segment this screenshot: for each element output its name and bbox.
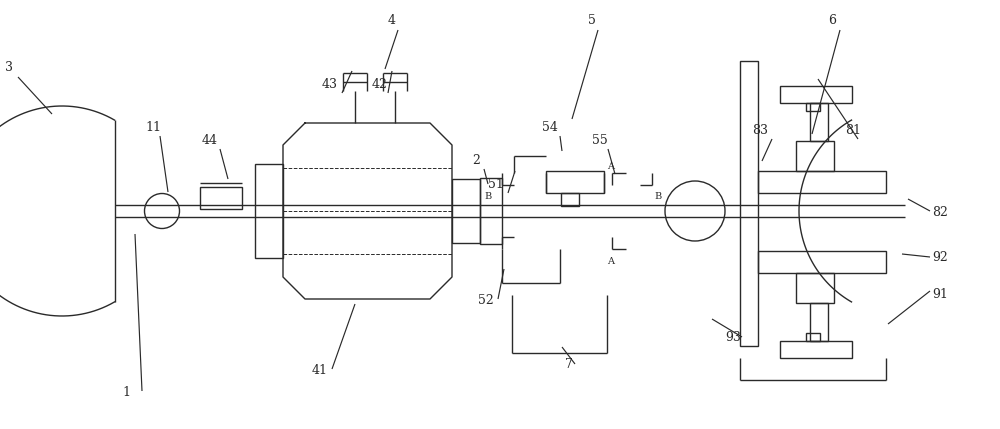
Text: 6: 6 (828, 14, 836, 27)
Bar (546, 171, 604, 193)
Text: A: A (607, 257, 614, 266)
Bar (200, 187, 242, 209)
Text: 1: 1 (122, 386, 130, 399)
Text: 92: 92 (932, 251, 948, 264)
Text: 4: 4 (388, 14, 396, 27)
Bar (758, 251, 886, 273)
Text: B: B (654, 192, 661, 201)
Bar (452, 179, 480, 243)
Bar (806, 103, 820, 111)
Bar (740, 61, 758, 346)
Bar (796, 141, 834, 171)
Text: 81: 81 (845, 124, 861, 137)
Text: B: B (484, 192, 491, 201)
Bar (810, 303, 828, 341)
Text: 55: 55 (592, 134, 608, 147)
Text: 43: 43 (322, 78, 338, 91)
Text: 42: 42 (372, 78, 388, 91)
Text: 3: 3 (5, 61, 13, 74)
Text: 93: 93 (725, 331, 741, 344)
Bar (561, 193, 579, 206)
Bar (796, 273, 834, 303)
Text: 54: 54 (542, 121, 558, 134)
Text: 52: 52 (478, 294, 494, 307)
Bar (480, 178, 502, 244)
Text: A: A (607, 162, 614, 171)
Text: 41: 41 (312, 364, 328, 377)
Text: 51: 51 (488, 178, 504, 191)
Text: 2: 2 (472, 154, 480, 167)
Bar (780, 341, 852, 358)
Text: 82: 82 (932, 206, 948, 219)
Text: 44: 44 (202, 134, 218, 147)
Text: 91: 91 (932, 288, 948, 301)
Text: 11: 11 (145, 121, 161, 134)
Text: 7: 7 (565, 358, 573, 371)
Text: 5: 5 (588, 14, 596, 27)
Bar (255, 164, 283, 258)
Bar (780, 86, 852, 103)
Bar (758, 171, 886, 193)
Bar (806, 333, 820, 341)
Text: 83: 83 (752, 124, 768, 137)
Bar (810, 103, 828, 141)
